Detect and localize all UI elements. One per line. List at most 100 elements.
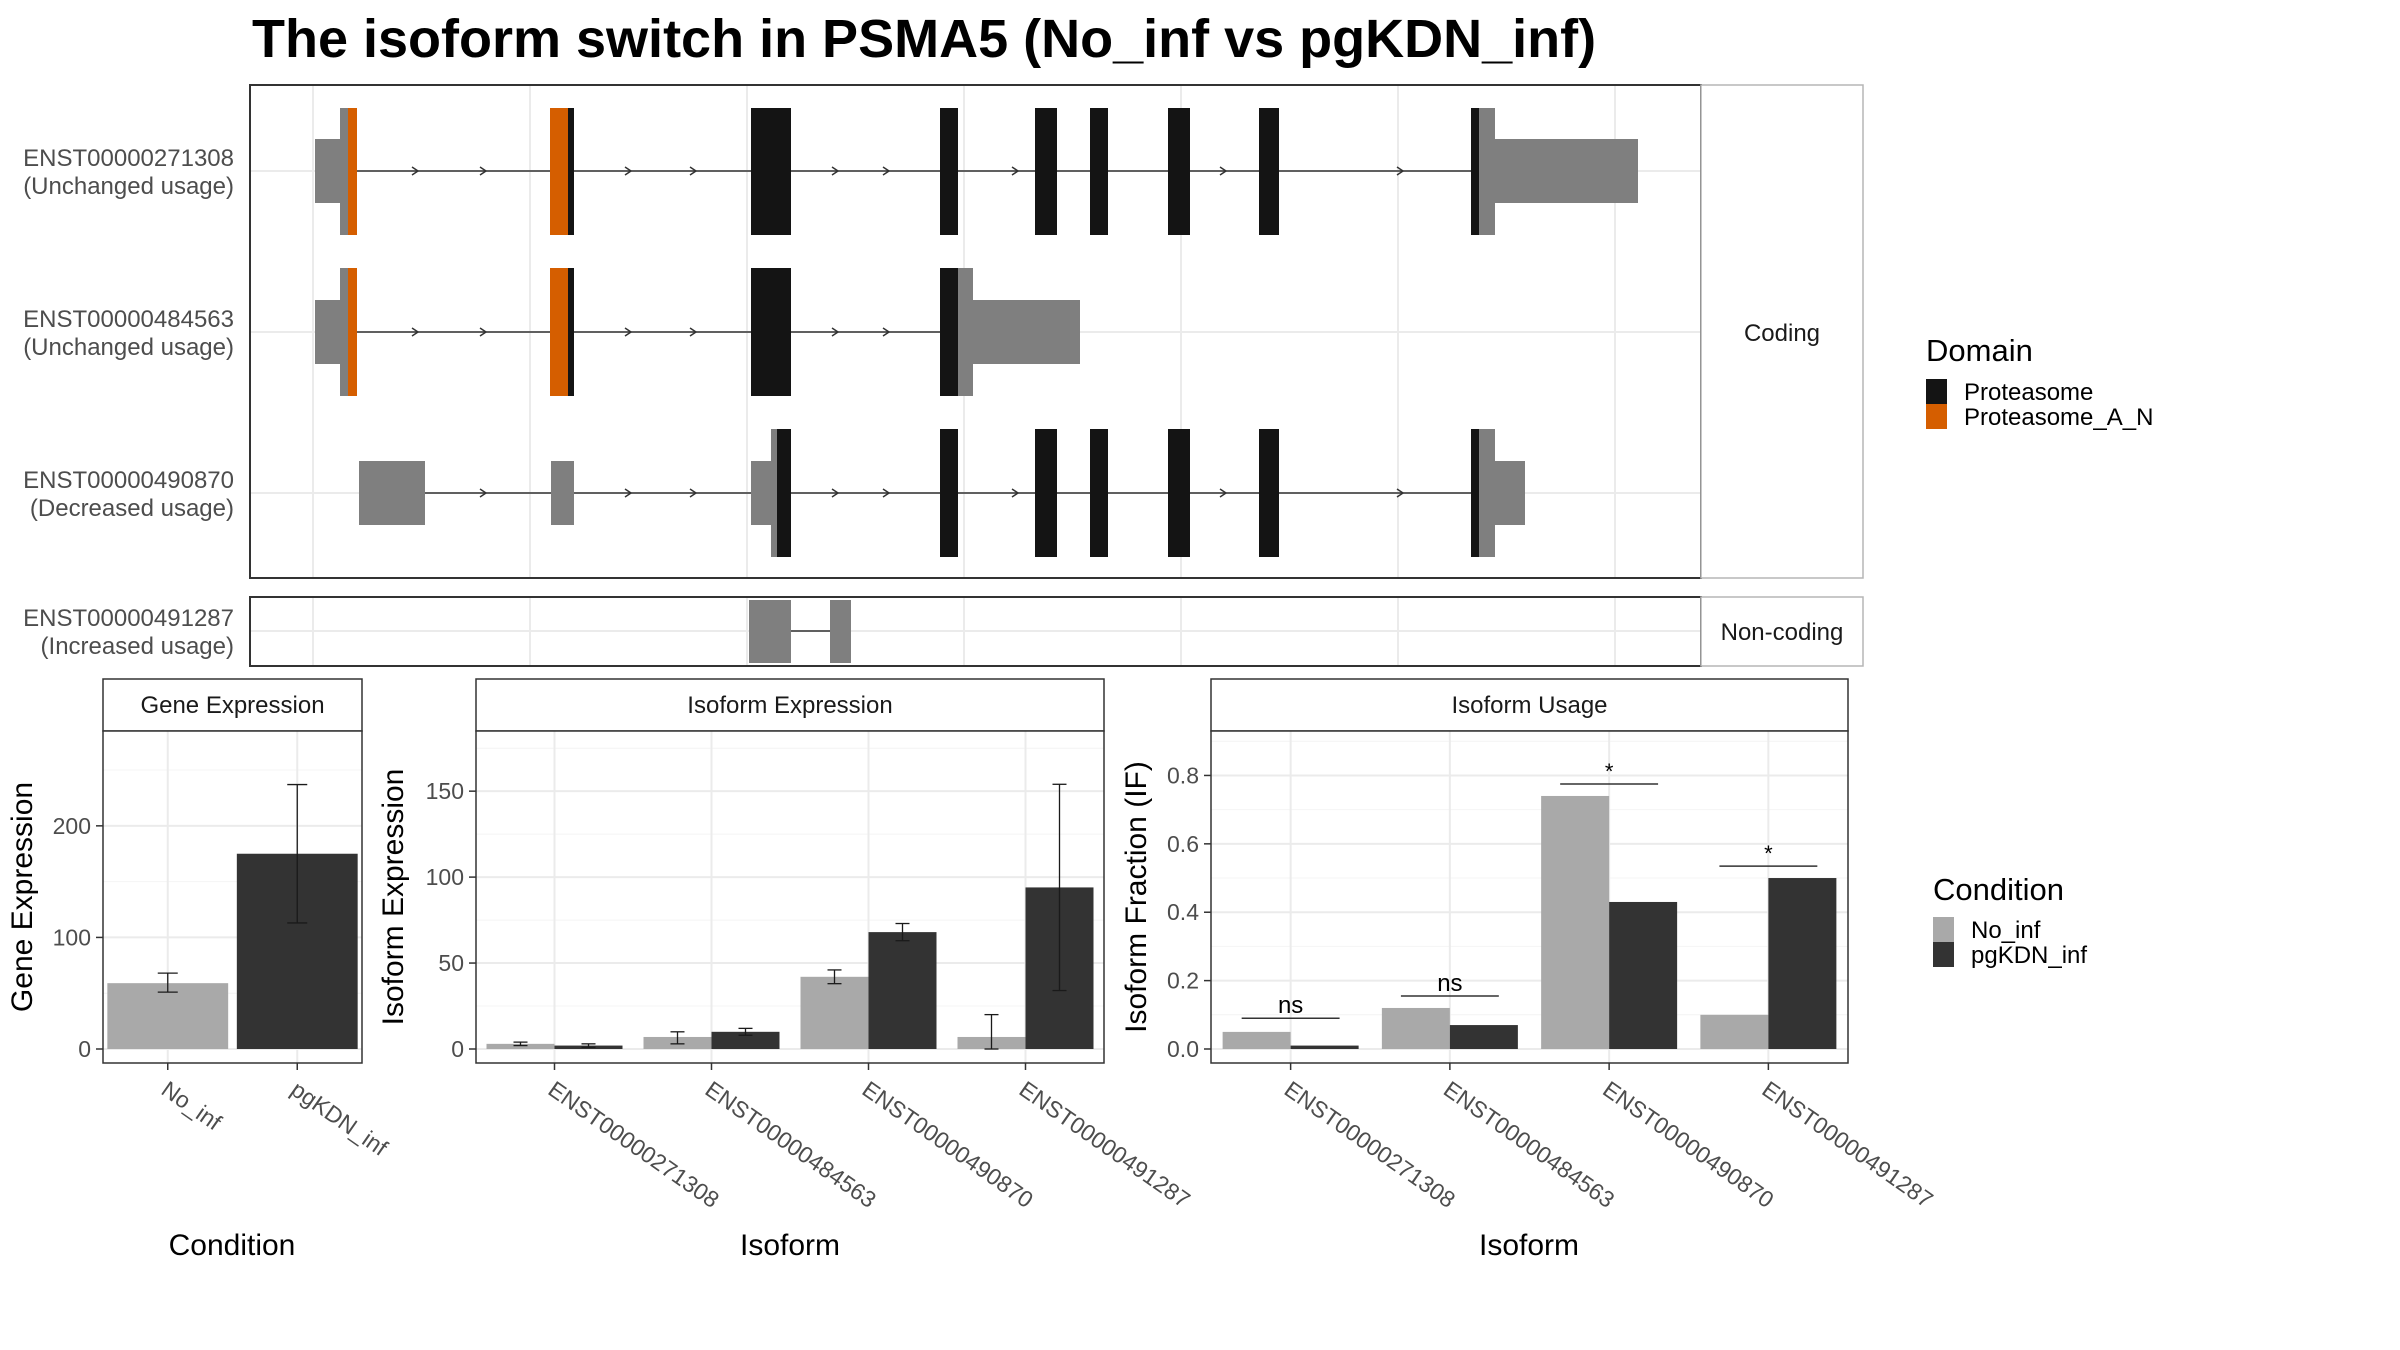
domain-proteasome-a-n [348, 108, 357, 235]
y-tick-label: 0.6 [1167, 831, 1199, 857]
domain-proteasome [1168, 429, 1190, 557]
exon-block [771, 429, 777, 557]
domain-proteasome [1168, 108, 1190, 235]
exon-block [1479, 108, 1495, 235]
y-axis-label: Isoform Expression [377, 769, 410, 1026]
domain-proteasome-a-n [550, 108, 568, 235]
isoform-usage-panel: Isoform Usage ns ns * * 0.0 0.2 0.4 0.6 0.8 ENST00… [1120, 678, 1938, 1262]
noncoding-structure-panel [249, 596, 1702, 667]
panel-strip-title: Isoform Usage [1451, 692, 1607, 719]
significance-label: * [1764, 841, 1773, 866]
exon-block [1479, 429, 1495, 557]
domain-proteasome-a-n [348, 268, 357, 396]
bar [1768, 878, 1837, 1049]
domain-proteasome [751, 268, 791, 396]
condition-legend-title: Condition [1933, 872, 2064, 907]
x-tick-label: ENST00000271308 [1280, 1076, 1460, 1213]
domain-legend: Domain Proteasome Proteasome_A_N [1926, 333, 2153, 431]
y-tick-label: 200 [53, 813, 91, 839]
bar [486, 1043, 555, 1049]
x-axis-label: Isoform [1479, 1229, 1579, 1262]
significance-label: ns [1278, 992, 1303, 1019]
y-tick-label: 100 [53, 924, 91, 950]
domain-legend-label: Proteasome [1964, 379, 2093, 406]
domain-proteasome [1471, 108, 1479, 235]
condition-legend: Condition No_inf pgKDN_inf [1933, 872, 2087, 969]
condition-legend-label: pgKDN_inf [1971, 942, 2087, 969]
domain-proteasome [940, 108, 958, 235]
x-axis-label: Condition [169, 1229, 296, 1262]
gene-expression-panel: Gene Expression 0 100 200 No_inf pgKDN_inf Con… [6, 678, 393, 1262]
panel-strip [102, 678, 363, 732]
bar [800, 976, 869, 1049]
x-tick-label: ENST00000484563 [701, 1076, 881, 1213]
transcript-id-label: ENST00000271308 [23, 145, 234, 172]
transcript-structure-484563 [315, 268, 1080, 396]
panel-strip-title: Isoform Expression [687, 692, 892, 719]
x-tick-label: ENST00000484563 [1439, 1076, 1619, 1213]
facet-label-noncoding: Non-coding [1721, 619, 1844, 646]
significance-label: * [1605, 759, 1614, 784]
transcript-structure-490870 [359, 429, 1525, 557]
facet-strip-coding: Coding [1700, 84, 1864, 579]
bar [107, 983, 229, 1049]
facet-label-coding: Coding [1744, 320, 1820, 347]
bar [1609, 901, 1678, 1049]
panel-strip [1210, 678, 1849, 732]
utr-block [315, 139, 340, 203]
transcript-labels: ENST00000271308 (Unchanged usage) ENST00… [23, 145, 234, 660]
domain-proteasome [1259, 108, 1279, 235]
domain-proteasome [568, 108, 574, 235]
panel-strip [475, 678, 1105, 732]
figure-title: The isoform switch in PSMA5 (No_inf vs p… [252, 9, 1596, 69]
x-tick-label: ENST00000490870 [858, 1076, 1038, 1213]
utr-block [315, 300, 340, 364]
domain-proteasome [568, 268, 574, 396]
exon-block [958, 268, 973, 396]
transcript-id-label: ENST00000484563 [23, 306, 234, 333]
bar [1290, 1045, 1359, 1049]
domain-proteasome [1035, 429, 1057, 557]
y-tick-label: 0.8 [1167, 762, 1199, 788]
domain-proteasome [940, 429, 958, 557]
utr-block [359, 461, 425, 525]
utr-block [1495, 461, 1525, 525]
y-tick-label: 150 [426, 778, 464, 804]
transcript-structure-271308 [315, 108, 1638, 235]
bar [868, 932, 937, 1049]
panel-strip-title: Gene Expression [140, 692, 324, 719]
x-tick-label: ENST00000491287 [1015, 1076, 1195, 1213]
bar [1700, 1014, 1769, 1049]
bar [1381, 1007, 1450, 1049]
transcript-structure-491287 [749, 600, 851, 663]
bar [711, 1031, 780, 1049]
y-tick-label: 0.2 [1167, 968, 1199, 994]
exon-block [749, 600, 791, 663]
bar [1449, 1025, 1518, 1049]
y-tick-label: 0.4 [1167, 899, 1199, 925]
plot-border [1210, 730, 1849, 1064]
domain-proteasome [1035, 108, 1057, 235]
x-tick-label: ENST00000490870 [1598, 1076, 1778, 1213]
x-tick-label: No_inf [157, 1076, 227, 1136]
exon-block [340, 108, 348, 235]
utr-block [551, 461, 574, 525]
domain-proteasome [1471, 429, 1479, 557]
y-tick-label: 100 [426, 864, 464, 890]
x-axis-label: Isoform [740, 1229, 840, 1262]
domain-proteasome [1090, 429, 1108, 557]
transcript-usage-label: (Decreased usage) [30, 495, 234, 522]
utr-block [1495, 139, 1638, 203]
bar [1541, 795, 1610, 1049]
x-tick-label: ENST00000271308 [544, 1076, 724, 1213]
legend-swatch-no-inf [1933, 917, 1954, 942]
exon-block [340, 268, 348, 396]
facet-strip-noncoding: Non-coding [1700, 596, 1864, 667]
condition-legend-label: No_inf [1971, 917, 2041, 944]
legend-swatch-pgkdn-inf [1933, 942, 1954, 967]
bar [1222, 1031, 1291, 1049]
transcript-id-label: ENST00000491287 [23, 605, 234, 632]
transcript-id-label: ENST00000490870 [23, 467, 234, 494]
domain-proteasome [751, 108, 791, 235]
